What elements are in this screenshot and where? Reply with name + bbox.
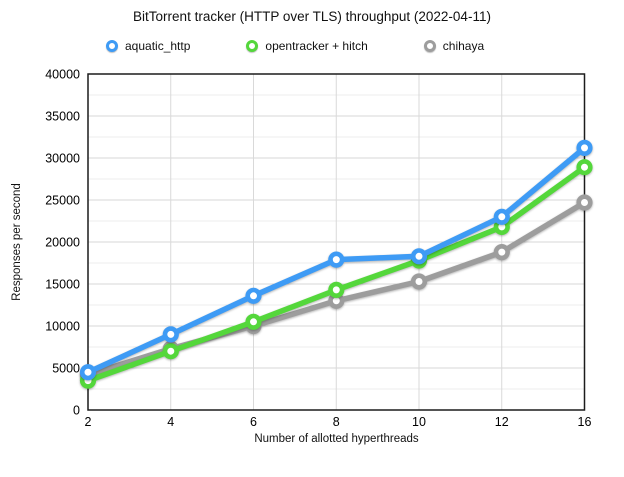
data-point-aquatic-http [493,208,510,225]
data-point-aquatic-http [410,248,428,265]
data-point-chihaya [576,194,593,211]
data-point-chihaya [493,244,510,261]
data-point-chihaya [410,273,428,290]
x-tick-label: 6 [250,415,257,429]
x-axis-title: Number of allotted hyperthreads [254,433,419,445]
series-aquatic-http [79,139,593,381]
data-point-opentracker-hitch [162,343,179,360]
y-tick-label: 35000 [45,110,80,124]
legend-marker-icon [246,40,259,52]
legend-marker-icon [106,40,118,52]
y-tick-label: 25000 [45,194,80,208]
chart-title: BitTorrent tracker (HTTP over TLS) throu… [133,9,491,24]
y-tick-label: 10000 [45,320,80,334]
legend-marker-icon [423,40,436,52]
legend-item-chihaya: chihaya [423,39,485,53]
x-axis-tick-labels: 2 4 6 8 10 12 16 [85,415,592,429]
data-point-opentracker-hitch [328,281,345,299]
data-point-aquatic-http [245,287,262,304]
data-point-opentracker-hitch [245,313,262,330]
data-point-aquatic-http [79,364,97,381]
x-tick-label: 2 [85,415,92,429]
data-point-aquatic-http [328,251,345,268]
x-tick-label: 16 [578,415,592,429]
legend-label: aquatic_http [125,39,191,53]
y-tick-label: 15000 [45,278,80,292]
legend-label: chihaya [442,39,485,53]
data-point-aquatic-http [576,139,593,156]
y-tick-label: 30000 [45,152,80,166]
chart-legend: aquatic_http opentracker + hitch chihaya [106,39,484,53]
y-tick-label: 5000 [52,362,80,376]
legend-item-opentracker-hitch: opentracker + hitch [246,39,368,53]
data-point-aquatic-http [162,326,179,343]
plot-frame [87,73,586,411]
x-tick-label: 8 [333,415,340,429]
x-tick-label: 12 [495,415,509,429]
y-tick-label: 20000 [45,236,80,250]
x-tick-label: 4 [167,415,174,429]
y-tick-label: 0 [73,404,80,418]
y-axis-tick-labels: 0 5000 10000 15000 20000 25000 30000 35000 40000 [45,68,80,418]
y-tick-label: 40000 [45,68,80,82]
legend-item-aquatic-http: aquatic_http [106,39,190,53]
data-point-opentracker-hitch [576,159,593,176]
x-tick-label: 10 [412,415,426,429]
legend-label: opentracker + hitch [265,39,368,53]
